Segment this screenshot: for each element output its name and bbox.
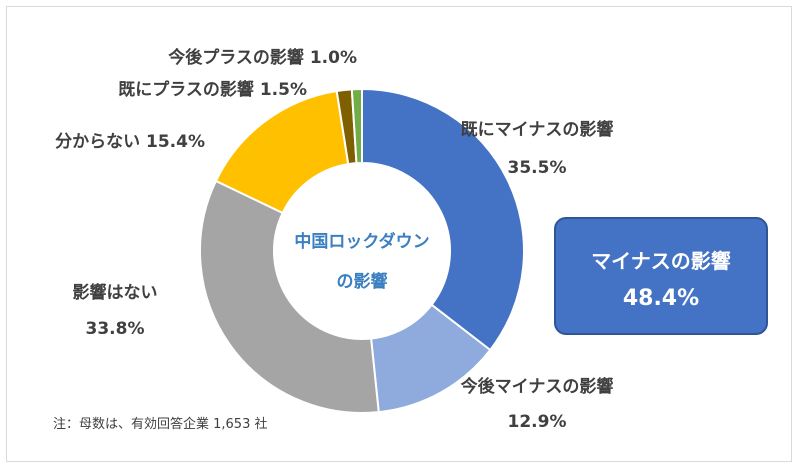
chart-figure: 既にマイナスの影響 35.5% 今後マイナスの影響 12.9% 影響はない 33.8% 分か… xyxy=(6,6,792,462)
slice-value-4: 15.4% xyxy=(146,132,205,152)
slice-label-3: 影響はない xyxy=(73,282,158,303)
summary-title: マイナスの影響 xyxy=(591,249,731,273)
slices-layer xyxy=(199,87,525,414)
slice-6 xyxy=(350,87,363,165)
slice-label-2: 今後マイナスの影響 xyxy=(461,376,614,397)
slice-1 xyxy=(361,87,525,352)
summary-box: マイナスの影響 48.4% xyxy=(554,217,768,335)
slice-label-1: 既にマイナスの影響 xyxy=(461,119,614,140)
slice-label-6: 今後プラスの影響 1.0% xyxy=(168,47,357,68)
slice-value-1: 35.5% xyxy=(508,158,567,178)
summary-value: 48.4% xyxy=(622,286,700,311)
donut-chart: 既にマイナスの影響 35.5% 今後マイナスの影響 12.9% 影響はない 33.8% 分か… xyxy=(53,47,613,432)
slice-value-3: 33.8% xyxy=(86,319,145,339)
footnote: 注：母数は、有効回答企業 1,653 社 xyxy=(53,416,267,432)
labels-layer: 既にマイナスの影響 35.5% 今後マイナスの影響 12.9% 影響はない 33.8% 分か… xyxy=(55,47,613,432)
slice-value-5: 1.5% xyxy=(260,80,307,100)
slice-label-text-4: 分からない xyxy=(55,132,146,152)
slice-value-2: 12.9% xyxy=(508,412,567,432)
slice-label-text-5: 既にプラスの影響 xyxy=(118,79,260,100)
center-label-line-2: の影響 xyxy=(337,271,388,292)
slice-3 xyxy=(199,179,380,414)
slice-label-5: 既にプラスの影響 1.5% xyxy=(118,79,307,100)
slice-label-4: 分からない 15.4% xyxy=(55,132,205,152)
center-label-line-1: 中国ロックダウン xyxy=(294,231,429,252)
slice-label-text-6: 今後プラスの影響 xyxy=(168,47,310,68)
slice-value-6: 1.0% xyxy=(310,48,357,68)
